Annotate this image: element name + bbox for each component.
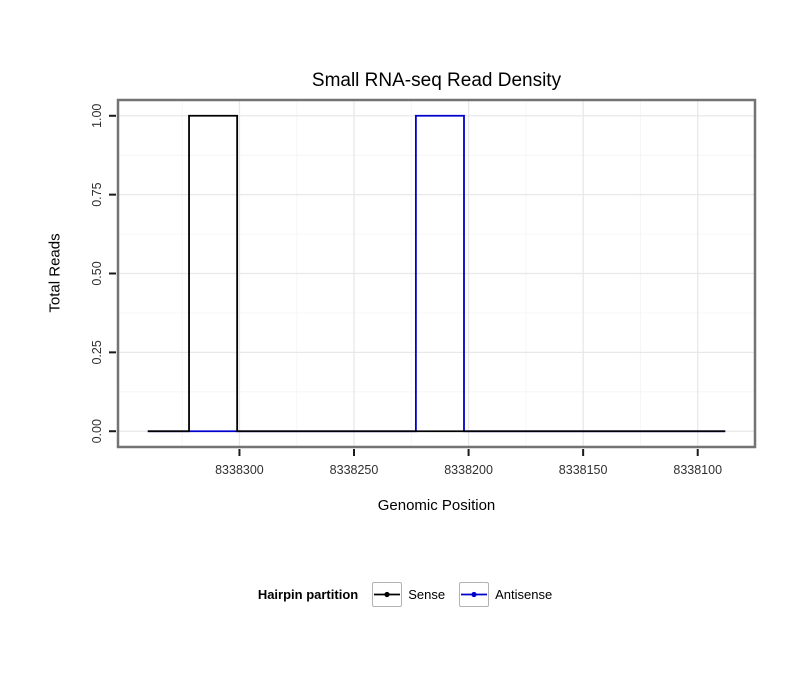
legend-key-glyph-antisense — [461, 591, 488, 598]
x-tick-label: 8338150 — [559, 463, 608, 477]
y-tick-label: 0.25 — [90, 340, 104, 364]
series-sense — [147, 114, 726, 433]
legend-key-sense — [372, 582, 403, 607]
legend-label-antisense: Antisense — [495, 587, 553, 602]
y-axis-label: Total Reads — [46, 233, 64, 313]
chart-title: Small RNA-seq Read Density — [311, 70, 562, 91]
x-tick-label: 8338250 — [330, 463, 379, 477]
x-axis-label: Genomic Position — [377, 497, 496, 514]
x-tick-label: 8338100 — [673, 463, 722, 477]
y-tick-label: 0.00 — [90, 419, 104, 443]
y-tick-label: 0.50 — [90, 261, 104, 285]
legend-key-glyph-sense — [374, 591, 401, 598]
legend: Hairpin partition Sense Antisense — [0, 582, 810, 607]
legend-key-antisense — [459, 582, 490, 607]
legend-label-sense: Sense — [408, 587, 446, 602]
x-tick-label: 8338200 — [444, 463, 493, 477]
y-tick-label: 0.75 — [90, 182, 104, 206]
y-tick-label: 1.00 — [90, 104, 104, 128]
legend-item-antisense: Antisense — [459, 582, 552, 607]
x-tick-label: 8338300 — [215, 463, 264, 477]
legend-item-sense: Sense — [372, 582, 445, 607]
plot-panel: 8338300 8338250 8338200 8338150 8338100 0.00 0… — [90, 98, 757, 477]
panel-border — [116, 98, 757, 449]
legend-title: Hairpin partition — [257, 587, 359, 602]
